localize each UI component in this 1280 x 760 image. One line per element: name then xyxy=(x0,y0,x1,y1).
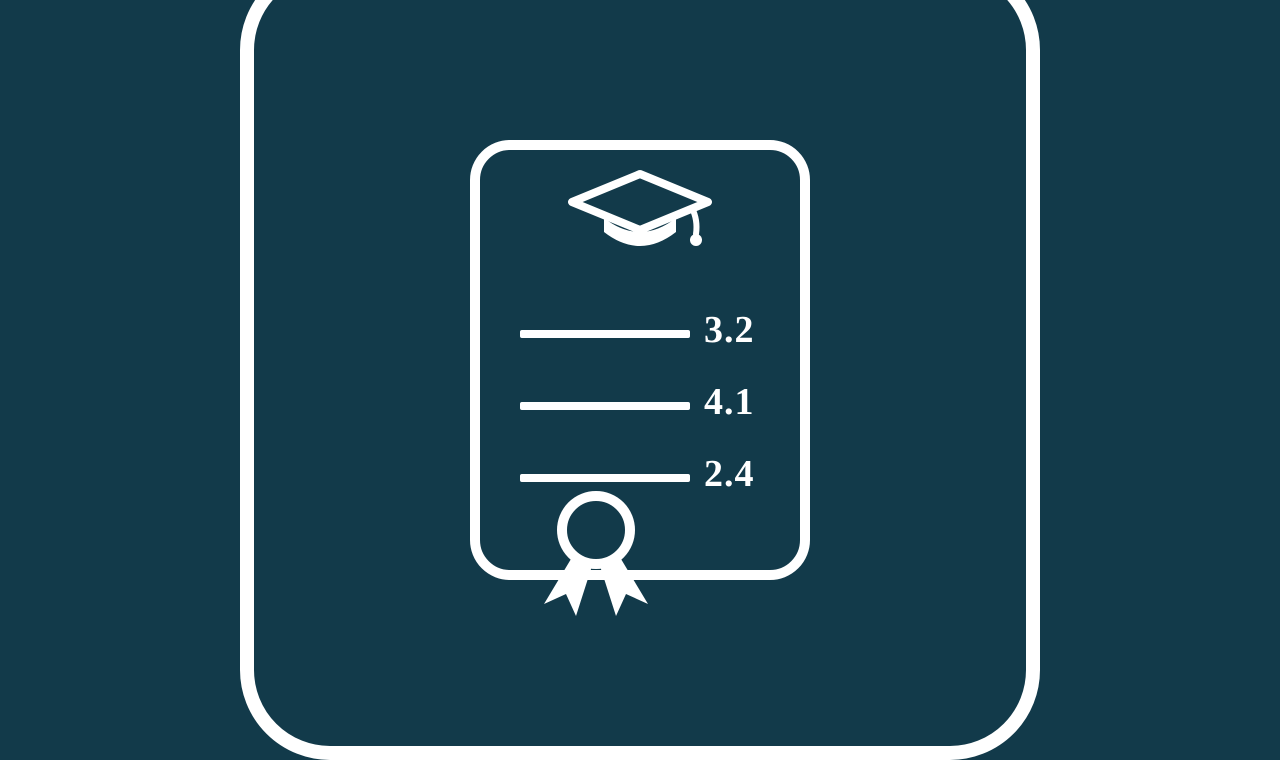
report-card: 3.2 4.1 2.4 xyxy=(470,140,810,580)
score-rows: 3.2 4.1 2.4 xyxy=(520,315,770,497)
score-line xyxy=(520,330,690,338)
award-ribbon-icon xyxy=(526,476,676,626)
score-line xyxy=(520,402,690,410)
score-row: 3.2 xyxy=(520,315,770,353)
score-value: 3.2 xyxy=(704,311,755,349)
graduation-cap-icon xyxy=(560,168,720,258)
score-value: 4.1 xyxy=(704,383,755,421)
outer-rounded-frame: 3.2 4.1 2.4 xyxy=(240,0,1040,760)
score-row: 4.1 xyxy=(520,387,770,425)
score-value: 2.4 xyxy=(704,455,755,493)
